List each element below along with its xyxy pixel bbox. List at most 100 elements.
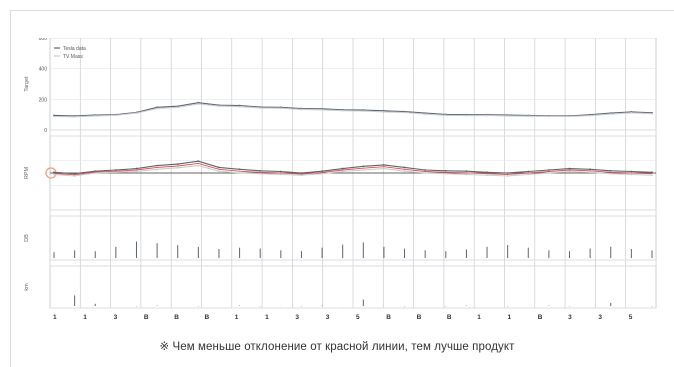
data-point [300,174,303,177]
data-point [279,170,282,173]
x-tick-label: 1 [508,314,512,320]
data-point [114,169,117,171]
data-point [444,172,447,175]
x-tick-label: 1 [265,314,269,320]
y-tick-label: 0 [44,128,47,134]
series-line [53,165,653,177]
red-average-line [53,162,653,176]
x-tick-label: B [205,314,210,320]
data-point [321,108,323,111]
data-point [589,168,592,171]
x-tick-label: B [144,314,149,320]
y-tick-label: 200 [39,97,48,103]
data-point [94,114,97,117]
data-point [341,109,344,112]
data-point [114,114,117,117]
multi-panel-chart: 600 400 200 0 Target RPM DB km Tesla data TV Mass… [24,38,657,320]
data-point [424,172,427,174]
x-tick-label: B [447,314,452,320]
data-point [135,170,138,173]
data-point [403,170,406,173]
reference-marker [45,167,57,179]
y-tick-label: 400 [39,67,48,73]
data-point [362,110,365,112]
data-point [218,166,220,169]
data-point [527,170,530,173]
data-point [547,115,550,118]
x-tick-label: 1 [235,314,239,320]
data-point [259,172,262,175]
data-point [486,174,488,177]
x-tick-label: 3 [598,314,602,320]
series-line [53,160,653,175]
data-point [568,167,571,170]
data-point [630,170,633,173]
data-point [630,111,633,114]
x-tick-label: 3 [568,314,572,320]
data-point [589,171,592,174]
data-point [383,163,385,166]
data-point [424,169,427,171]
data-point [362,169,365,171]
data-point [259,169,262,172]
data-point [176,163,179,166]
x-tick-label: 5 [629,314,633,320]
data-point [321,170,323,173]
data-point [156,168,159,171]
data-point [383,111,385,113]
data-point [259,107,262,109]
x-tick-label: B [386,314,391,320]
x-tick-label: 1 [53,314,57,320]
data-point [341,167,344,170]
data-point [73,172,76,175]
data-point [383,167,385,170]
series-line [53,103,653,118]
data-point [506,172,509,174]
data-point [156,107,159,110]
data-point [238,168,241,171]
data-point [238,105,241,108]
legend-entry: TV Mass [63,54,83,60]
y-tick-label: 600 [39,38,48,42]
data-point [547,172,550,174]
data-point [341,170,344,173]
data-point [465,114,468,117]
legend-entry: Tesla data [63,46,86,52]
x-tick-label: B [174,314,179,320]
series-line [53,102,653,117]
data-point [53,115,55,118]
data-point [486,171,488,174]
data-point [486,114,488,117]
data-point [609,113,612,115]
data-point [630,173,633,176]
x-tick-label: 3 [295,314,299,320]
data-point [321,172,323,175]
x-tick-label: 3 [326,314,330,320]
y-axis-label: Target [24,76,30,92]
data-point [506,114,509,117]
data-point [651,171,653,174]
data-point [300,108,303,111]
data-point [94,170,97,173]
footnote: ※ Чем меньше отклонение от красной линии… [159,341,515,353]
data-point [279,107,282,110]
x-tick-label: 5 [356,314,360,320]
data-point [527,173,530,176]
data-point [73,175,76,177]
data-point [73,115,76,118]
data-point [444,169,447,172]
data-point [465,170,468,173]
data-point [197,160,200,163]
data-point [403,111,406,114]
chart-frame [10,10,674,367]
data-point [589,114,592,117]
x-tick-label: 1 [477,314,481,320]
data-point [651,112,653,115]
data-point [547,169,550,171]
data-point [53,173,55,176]
data-point [197,103,200,105]
data-point [156,164,159,167]
data-point [238,172,241,174]
data-point [424,113,427,115]
x-tick-label: 1 [83,314,87,320]
